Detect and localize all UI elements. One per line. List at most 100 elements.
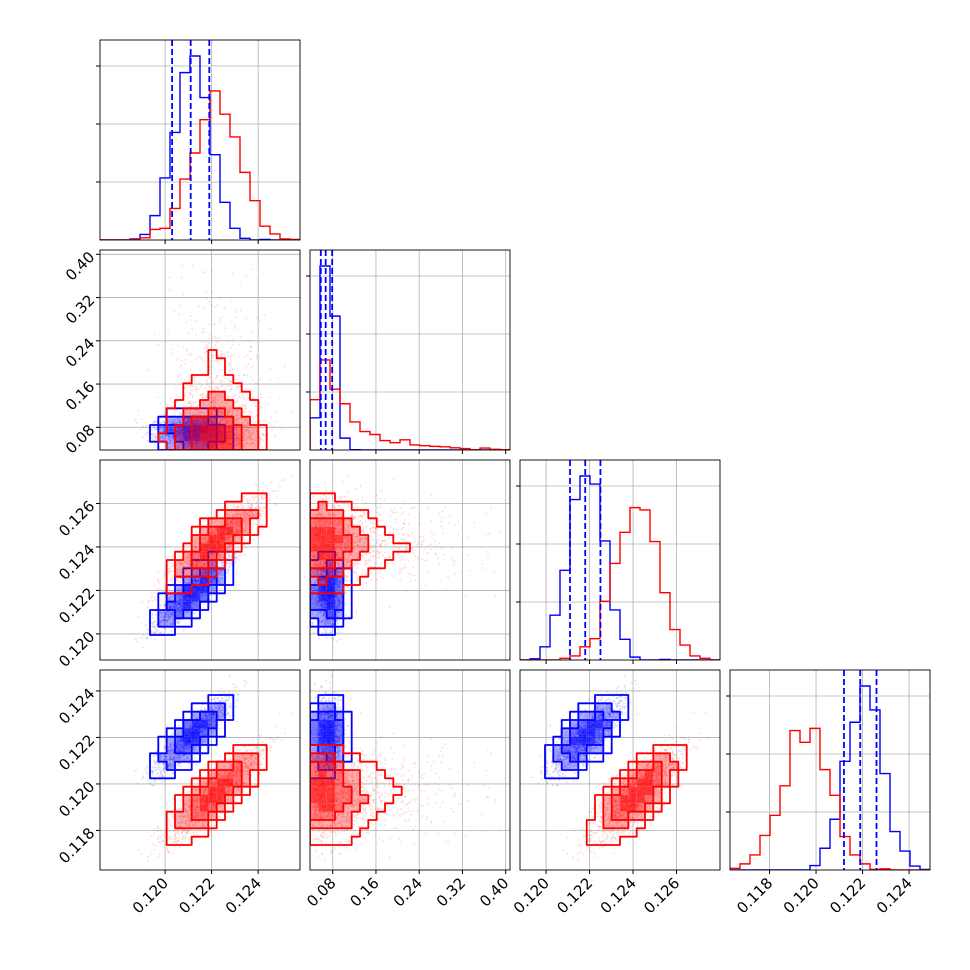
scatter-point xyxy=(166,614,169,616)
scatter-point xyxy=(145,431,148,434)
scatter-point xyxy=(169,397,172,400)
scatter-point xyxy=(274,411,277,414)
scatter-point xyxy=(164,619,166,622)
histogram-series-1 xyxy=(730,727,930,870)
scatter-point xyxy=(246,430,249,433)
density-cell xyxy=(200,408,209,417)
scatter-point xyxy=(257,331,260,334)
scatter-point xyxy=(213,359,216,362)
scatter-point xyxy=(236,513,239,516)
density-cell xyxy=(250,433,259,442)
y-tick-label: 0.16 xyxy=(62,378,98,414)
scatter-point xyxy=(186,410,189,413)
scatter-point xyxy=(230,563,233,566)
scatter-point xyxy=(278,398,281,401)
scatter-point xyxy=(225,409,228,412)
scatter-point xyxy=(199,413,202,416)
scatter-point xyxy=(221,352,224,355)
scatter-point xyxy=(245,365,248,368)
scatter-point xyxy=(181,359,184,362)
contour-line xyxy=(157,349,268,450)
axes-frame xyxy=(519,459,721,661)
scatter-point xyxy=(219,574,222,576)
scatter-point xyxy=(212,399,215,402)
density-cell xyxy=(200,400,209,409)
density-cell xyxy=(166,441,175,450)
scatter-point xyxy=(167,617,170,620)
scatter-point xyxy=(244,429,247,432)
scatter-point xyxy=(225,561,228,564)
scatter-point xyxy=(242,436,245,438)
scatter-point xyxy=(175,393,178,396)
scatter-point xyxy=(172,435,175,438)
scatter-point xyxy=(266,402,269,405)
scatter-point xyxy=(197,413,200,416)
scatter-point xyxy=(219,571,221,574)
scatter-point xyxy=(153,632,156,635)
scatter-point xyxy=(185,611,188,614)
scatter-point xyxy=(236,410,239,413)
scatter-point xyxy=(247,431,250,434)
scatter-point xyxy=(189,392,192,395)
scatter-point xyxy=(187,556,190,559)
density-cell xyxy=(191,408,200,417)
scatter-point xyxy=(231,338,234,341)
scatter-point xyxy=(206,297,209,300)
scatter-point xyxy=(222,192,224,194)
scatter-point xyxy=(165,434,168,437)
scatter-point xyxy=(164,430,167,433)
scatter-point xyxy=(228,546,231,549)
scatter-point xyxy=(245,407,248,409)
scatter-point xyxy=(168,587,171,590)
scatter-point xyxy=(177,446,179,449)
scatter-point xyxy=(161,425,164,428)
scatter-point xyxy=(260,438,263,441)
scatter-point xyxy=(226,569,229,572)
scatter-point xyxy=(163,622,166,625)
scatter-point xyxy=(208,333,211,336)
scatter-point xyxy=(244,356,246,358)
scatter-point xyxy=(226,350,229,353)
scatter-point xyxy=(281,428,284,431)
scatter-point xyxy=(218,297,221,299)
scatter-point xyxy=(255,357,258,360)
scatter-point xyxy=(243,438,246,440)
scatter-point xyxy=(170,437,172,440)
scatter-point xyxy=(203,400,206,403)
scatter-point xyxy=(196,569,199,572)
scatter-point xyxy=(195,333,197,336)
scatter-point xyxy=(192,414,195,416)
scatter-point xyxy=(265,163,267,165)
scatter-point xyxy=(142,646,145,649)
scatter-point xyxy=(159,618,162,621)
scatter-point xyxy=(206,382,209,385)
scatter-point xyxy=(171,439,174,442)
scatter-point xyxy=(153,333,156,336)
scatter-point xyxy=(189,412,192,415)
scatter-point xyxy=(151,625,154,628)
scatter-point xyxy=(220,569,222,572)
histogram-series-0 xyxy=(730,685,930,870)
scatter-point xyxy=(163,421,166,423)
scatter-point xyxy=(226,385,229,387)
scatter-point xyxy=(216,303,219,306)
scatter-point xyxy=(200,383,203,386)
scatter-point xyxy=(151,616,154,619)
y-tick-label: 0.40 xyxy=(62,248,98,284)
scatter-point xyxy=(184,358,187,361)
scatter-point xyxy=(156,629,159,632)
scatter-point xyxy=(211,382,214,385)
scatter-point xyxy=(163,618,166,621)
scatter-point xyxy=(136,421,139,424)
scatter-point xyxy=(153,592,156,594)
scatter-point xyxy=(195,409,198,412)
scatter-point xyxy=(253,418,256,421)
scatter-point xyxy=(192,264,194,267)
scatter-point xyxy=(251,420,254,423)
scatter-point xyxy=(236,385,239,388)
scatter-point xyxy=(201,396,204,399)
scatter-point xyxy=(256,316,258,319)
scatter-point xyxy=(211,565,214,568)
scatter-point xyxy=(217,375,220,378)
scatter-point xyxy=(247,433,250,436)
